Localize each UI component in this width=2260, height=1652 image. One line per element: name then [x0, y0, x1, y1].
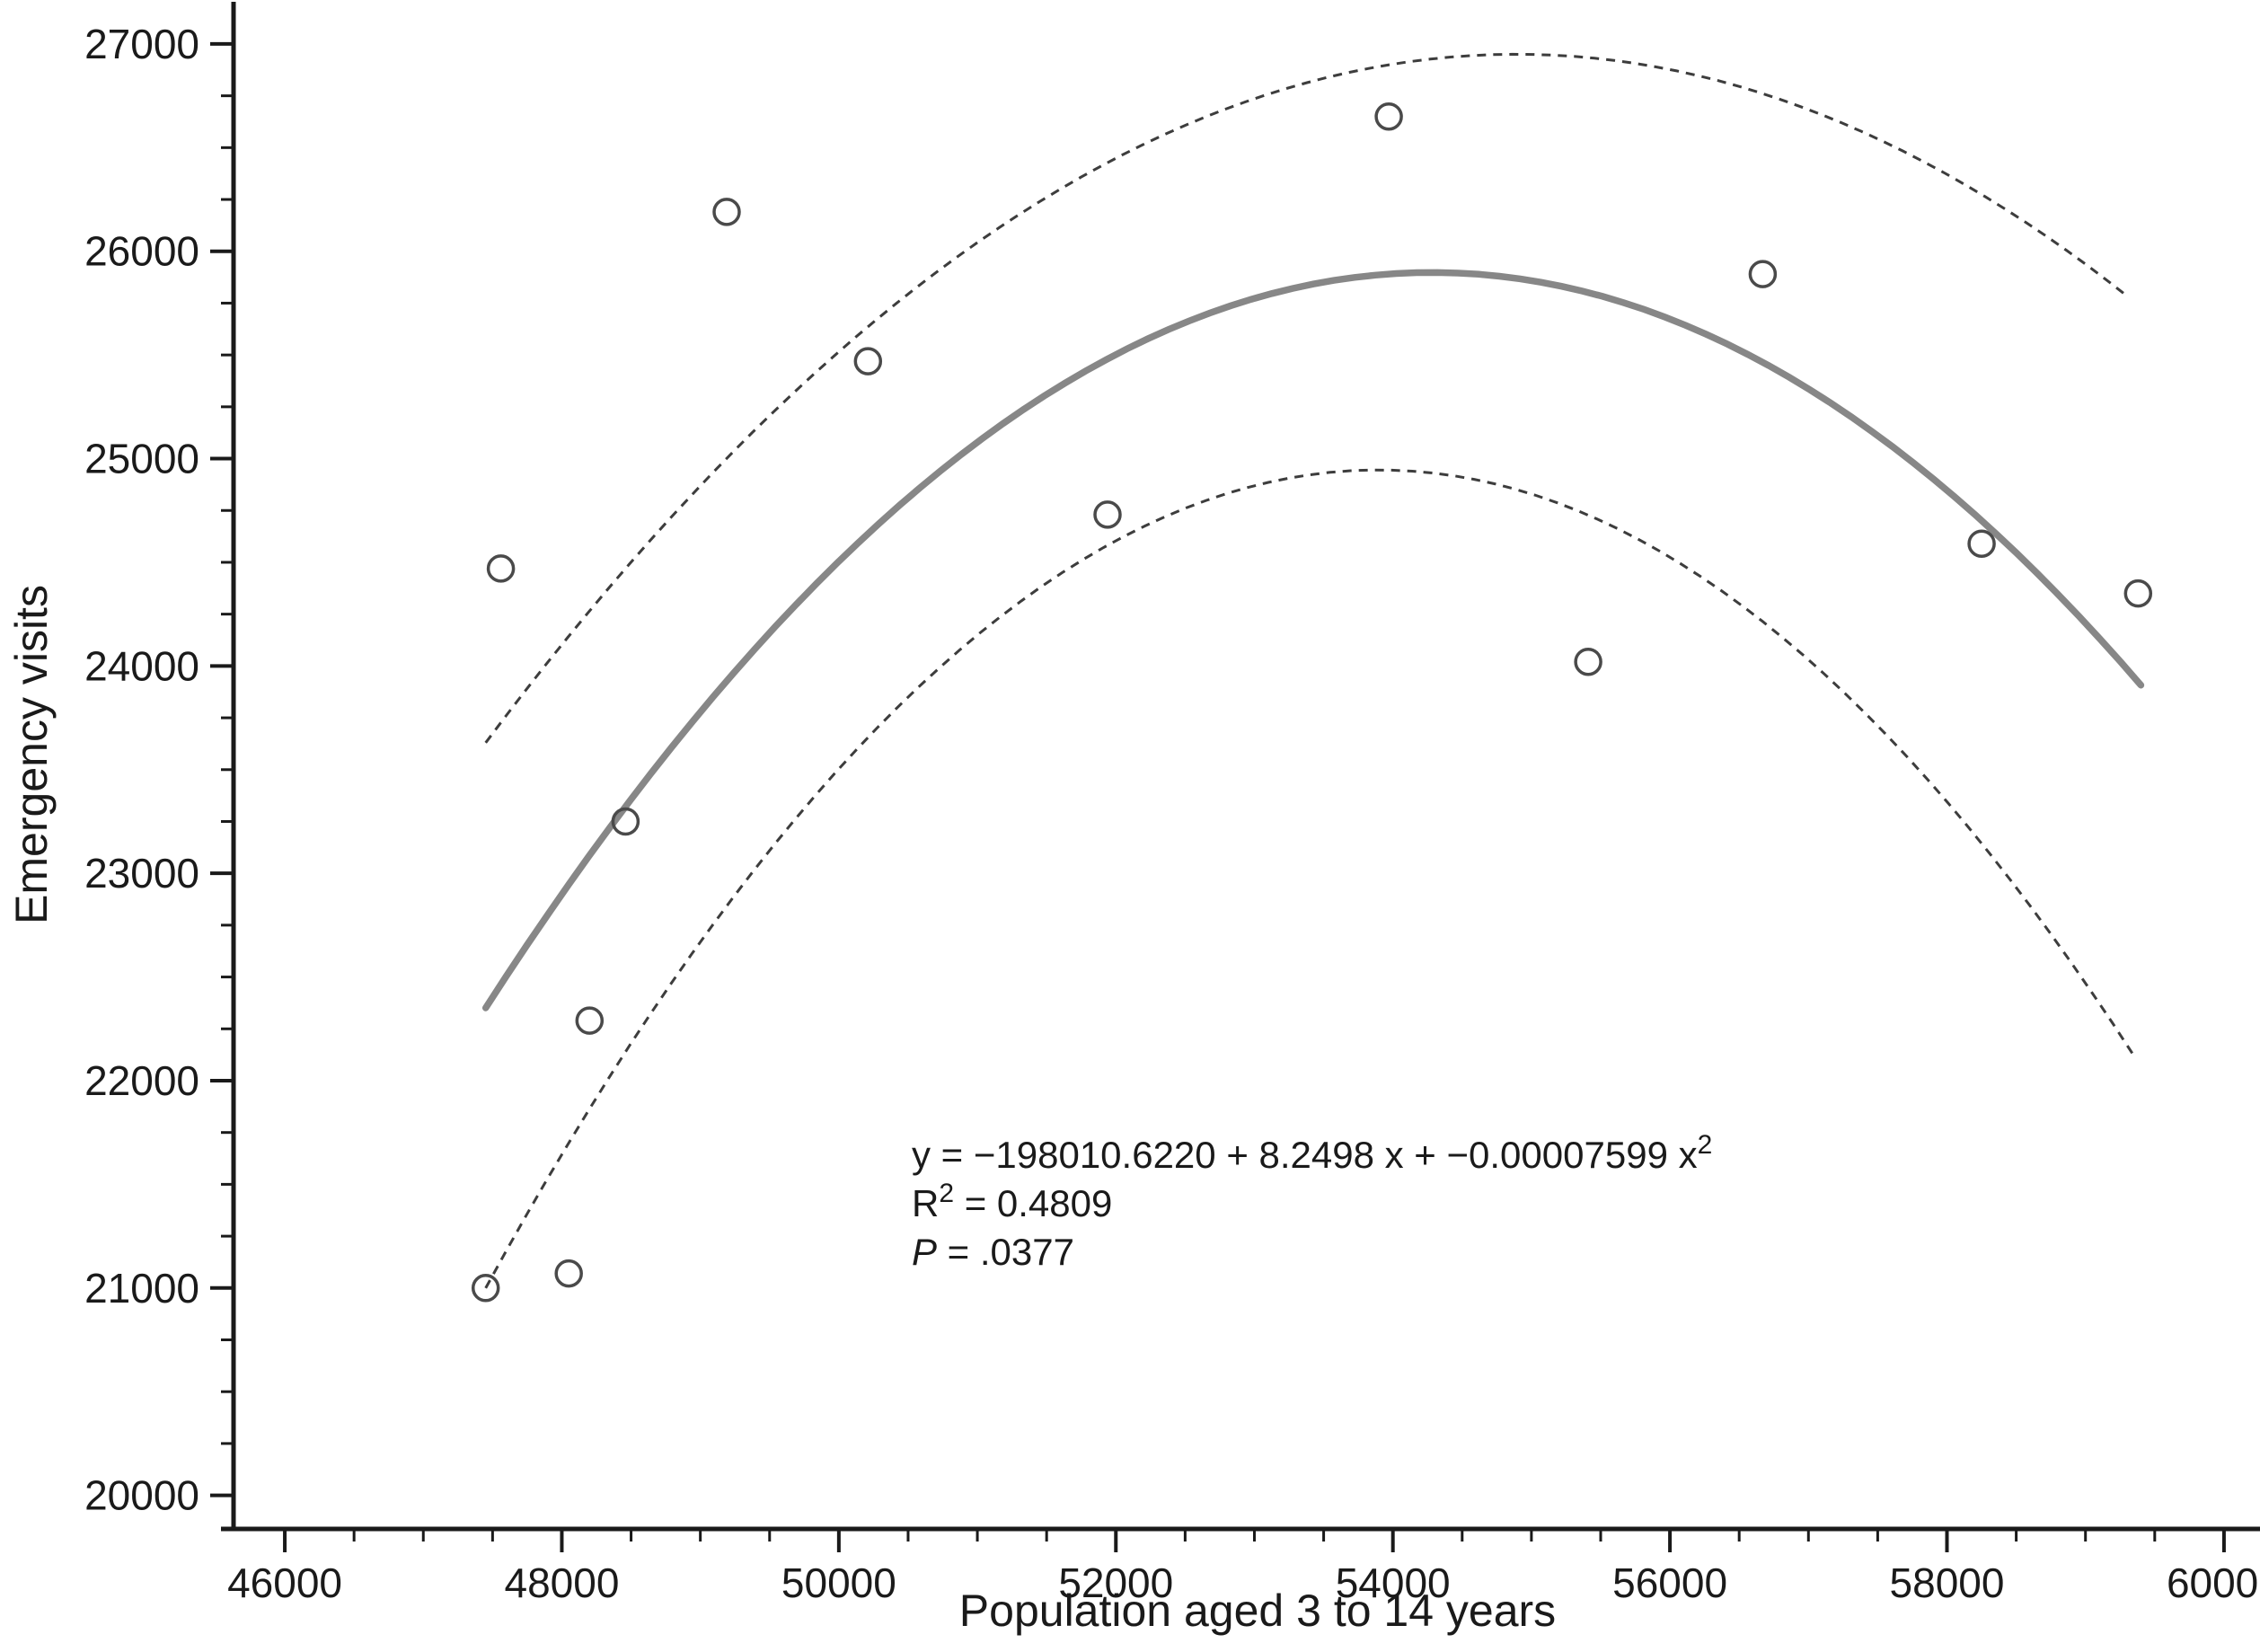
y-tick-label: 24000	[84, 642, 199, 689]
y-tick-label: 22000	[84, 1057, 199, 1104]
data-point	[554, 1259, 583, 1288]
y-tick-label: 21000	[84, 1265, 199, 1312]
regression-equation: y = −198010.6220 + 8.2498 x + −0.0000759…	[912, 1130, 1712, 1176]
x-tick-label: 48000	[505, 1559, 620, 1606]
confidence-band-lower	[484, 468, 2135, 1289]
data-point	[575, 1006, 605, 1035]
y-tick-label: 25000	[84, 436, 199, 482]
data-point	[1574, 647, 1602, 676]
confidence-band-upper	[484, 52, 2130, 744]
data-point	[1093, 500, 1122, 529]
fit-line-group	[481, 269, 2145, 1012]
x-tick-label: 50000	[781, 1559, 896, 1606]
data-point	[611, 807, 640, 836]
x-tick-label: 60000	[2167, 1559, 2260, 1606]
p-value: P = .0377	[912, 1231, 1074, 1273]
y-tick-label: 23000	[84, 850, 199, 897]
r-squared-value: R2 = 0.4809	[912, 1179, 1112, 1224]
x-tick-label: 54000	[1336, 1559, 1451, 1606]
fit-line	[481, 269, 2145, 1012]
y-tick-label: 26000	[84, 228, 199, 275]
y-axis-title: Emergency visits	[6, 585, 57, 924]
y-tick-label: 27000	[84, 21, 199, 67]
x-tick-label: 46000	[227, 1559, 342, 1606]
x-tick-label: 58000	[1890, 1559, 2005, 1606]
data-point	[853, 347, 883, 375]
data-point	[471, 1274, 500, 1303]
data-point	[2123, 579, 2153, 608]
data-point	[486, 554, 516, 583]
annotation-group: y = −198010.6220 + 8.2498 x + −0.0000759…	[912, 1130, 1712, 1273]
x-axis-title: Population aged 3 to 14 years	[959, 1586, 1556, 1636]
y-tick-label: 20000	[84, 1472, 199, 1519]
axes-group: 20000 21000 22000 23000 24000 25000 26000 27000…	[84, 2, 2260, 1606]
data-point	[1748, 260, 1778, 288]
data-point	[712, 198, 741, 226]
data-point	[1374, 102, 1403, 131]
points-group	[471, 102, 2153, 1303]
confidence-band-group	[484, 52, 2135, 1289]
data-point	[1967, 529, 1996, 558]
x-tick-label: 56000	[1612, 1559, 1727, 1606]
x-tick-label: 52000	[1058, 1559, 1173, 1606]
